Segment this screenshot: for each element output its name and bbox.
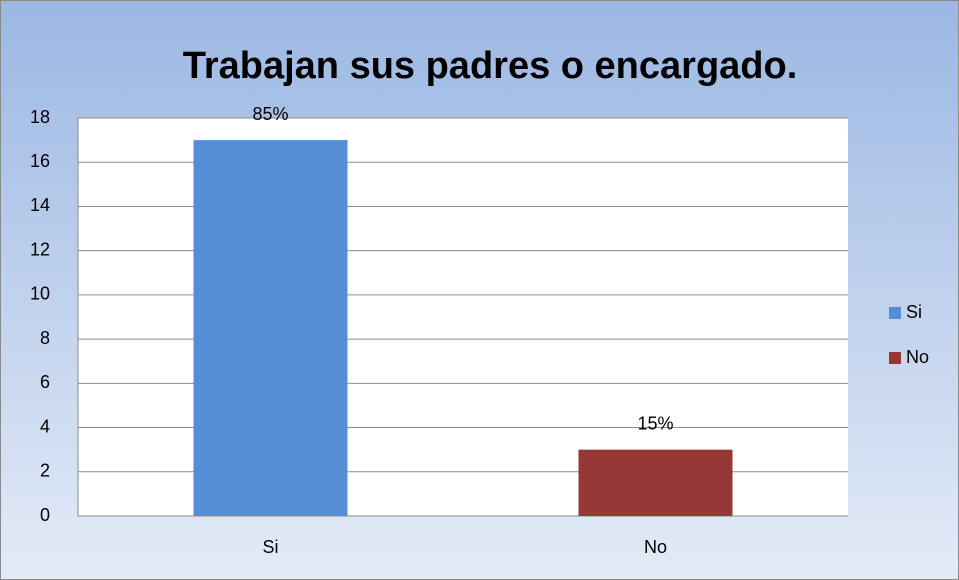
data-label: 85% (252, 104, 288, 124)
y-tick-label: 6 (40, 372, 50, 392)
y-tick-label: 18 (30, 107, 50, 127)
y-tick-label: 0 (40, 505, 50, 525)
y-tick-label: 12 (30, 239, 50, 259)
y-tick-label: 14 (30, 195, 50, 215)
legend-label: No (906, 347, 929, 367)
legend-swatch (889, 307, 901, 319)
legend-label: Si (906, 302, 922, 322)
x-tick-label: No (644, 537, 667, 557)
chart-title: Trabajan sus padres o encargado. (183, 45, 798, 87)
y-tick-label: 8 (40, 328, 50, 348)
y-tick-label: 16 (30, 151, 50, 171)
y-tick-label: 10 (30, 284, 50, 304)
x-tick-label: Si (262, 537, 278, 557)
data-label: 15% (637, 413, 673, 433)
y-tick-label: 4 (40, 416, 50, 436)
y-tick-label: 2 (40, 461, 50, 481)
bar (193, 140, 348, 516)
bar (578, 449, 733, 516)
legend-swatch (889, 352, 901, 364)
